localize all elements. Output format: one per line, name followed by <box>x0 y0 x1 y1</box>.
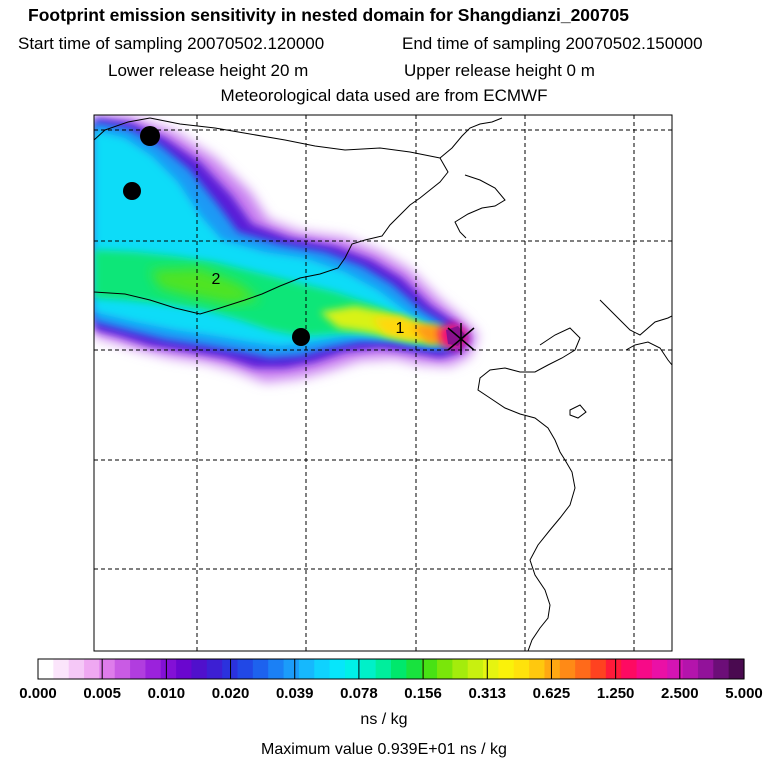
colorbar-swatch <box>544 659 561 679</box>
colorbar-swatch <box>452 659 469 679</box>
colorbar-tick-label: 0.020 <box>211 685 250 702</box>
max-value-label: Maximum value 0.939E+01 ns / kg <box>261 741 507 758</box>
colorbar-swatch <box>605 659 622 679</box>
colorbar-swatch <box>529 659 546 679</box>
colorbar-swatch <box>344 659 361 679</box>
met-data-label: Meteorological data used are from ECMWF <box>220 86 548 105</box>
colorbar-swatch <box>391 659 407 679</box>
colorbar-tick-label: 0.156 <box>404 685 442 702</box>
map-frame <box>93 114 673 652</box>
colorbar-swatch <box>99 659 116 679</box>
colorbar-swatch <box>176 659 193 679</box>
plume-layer <box>94 115 478 382</box>
colorbar-tick-label: 5.000 <box>725 685 763 702</box>
colorbar-swatch <box>559 659 576 679</box>
colorbar-swatch <box>636 659 653 679</box>
colorbar-swatch <box>406 659 423 679</box>
colorbar-swatch <box>53 659 70 679</box>
coastlines <box>94 117 672 651</box>
upper-release-label: Upper release height 0 m <box>404 61 595 80</box>
station-dot <box>292 328 310 346</box>
station-dots <box>123 126 310 346</box>
colorbar-swatch <box>667 659 684 679</box>
colorbar-swatch <box>160 659 177 679</box>
colorbar-swatch <box>713 659 730 679</box>
colorbar-swatch <box>483 659 500 679</box>
colorbar-swatch <box>298 659 315 679</box>
colorbar-tick-label: 0.005 <box>83 685 121 702</box>
colorbar-tick-label: 2.500 <box>661 685 699 702</box>
colorbar-frame <box>37 658 745 680</box>
colorbar-swatch <box>590 659 607 679</box>
colorbar-swatch <box>84 659 100 679</box>
colorbar-swatch <box>191 659 208 679</box>
colorbar-swatch <box>421 659 438 679</box>
units-label: ns / kg <box>360 711 408 728</box>
end-time-label: End time of sampling 20070502.150000 <box>402 34 703 53</box>
colorbar-tick-label: 0.000 <box>19 685 57 702</box>
start-time-label: Start time of sampling 20070502.120000 <box>18 34 325 53</box>
colorbar-swatch <box>237 659 254 679</box>
colorbar-swatch <box>114 659 131 679</box>
colorbar-swatch <box>682 659 699 679</box>
cluster-label-2: 2 <box>212 271 221 288</box>
colorbar-swatch <box>651 659 668 679</box>
colorbar-swatch <box>68 659 85 679</box>
colorbar-swatch <box>575 659 592 679</box>
release-site-marker <box>447 323 475 355</box>
colorbar <box>37 658 745 680</box>
colorbar-swatch <box>360 659 377 679</box>
colorbar-tick-label: 0.313 <box>468 685 507 702</box>
page-title: Footprint emission sensitivity in nested… <box>28 5 629 25</box>
colorbar-swatch <box>130 659 147 679</box>
colorbar-swatch <box>283 659 300 679</box>
colorbar-swatch <box>252 659 269 679</box>
colorbar-tick-label: 1.250 <box>596 685 635 702</box>
colorbar-tick-label: 0.625 <box>532 685 571 702</box>
station-dot <box>123 182 141 200</box>
colorbar-tick-label: 0.078 <box>340 685 378 702</box>
colorbar-swatch <box>621 659 638 679</box>
colorbar-swatch <box>268 659 285 679</box>
colorbar-swatch <box>314 659 331 679</box>
colorbar-swatch <box>206 659 223 679</box>
colorbar-swatch <box>467 659 484 679</box>
colorbar-swatch <box>513 659 530 679</box>
colorbar-swatch <box>375 659 392 679</box>
graticule <box>94 115 672 651</box>
cluster-label-1: 1 <box>396 320 405 337</box>
colorbar-swatch <box>329 659 346 679</box>
colorbar-swatch <box>697 659 714 679</box>
colorbar-tick-label: 0.039 <box>275 685 314 702</box>
colorbar-swatch <box>145 659 162 679</box>
station-dot <box>140 126 160 146</box>
colorbar-swatch <box>437 659 453 679</box>
colorbar-swatch <box>498 659 515 679</box>
colorbar-swatch <box>38 659 54 679</box>
lower-release-label: Lower release height 20 m <box>108 61 309 80</box>
colorbar-tick-label: 0.010 <box>147 685 186 702</box>
colorbar-swatch <box>728 659 745 679</box>
